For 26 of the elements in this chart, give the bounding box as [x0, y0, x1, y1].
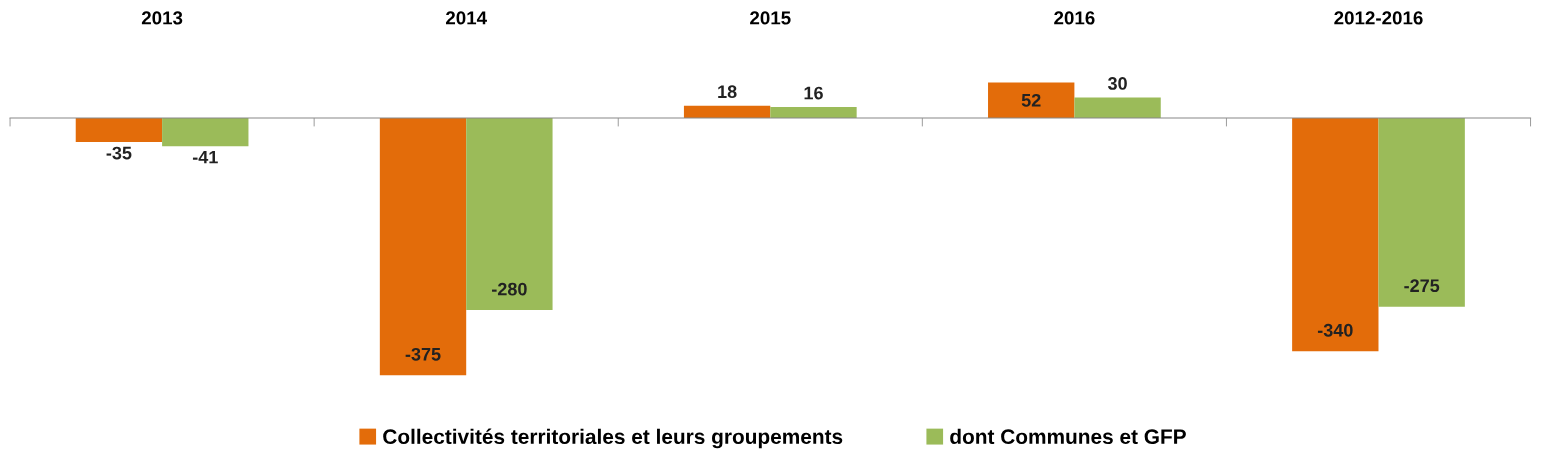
bar	[1074, 97, 1161, 119]
x-tick-label: 2015	[750, 11, 791, 25]
data-label: -340	[1317, 323, 1353, 337]
bar	[75, 118, 163, 143]
data-label: -280	[492, 282, 527, 296]
x-tick-label: 2012-2016	[1334, 11, 1423, 25]
bar	[1292, 118, 1379, 352]
data-label: 30	[1107, 77, 1127, 90]
data-label: 18	[718, 85, 737, 99]
x-tick-label: 2016	[1054, 11, 1095, 25]
legend-label: Collectivités territoriales et leurs groupements	[383, 428, 843, 449]
x-tick-label: 2014	[445, 11, 487, 25]
data-label: 52	[1021, 93, 1041, 107]
data-label: 16	[804, 86, 823, 100]
bar	[162, 118, 249, 147]
data-label: -275	[1404, 279, 1440, 293]
data-label: -375	[405, 347, 441, 361]
x-tick-label: 2013	[141, 11, 183, 25]
bar	[1378, 118, 1465, 307]
data-label: -41	[192, 150, 218, 164]
bar	[988, 82, 1075, 119]
bar	[379, 118, 467, 376]
data-label: -35	[106, 146, 132, 160]
legend-label: dont Communes et GFP	[950, 428, 1186, 445]
bar	[466, 118, 553, 311]
bar	[770, 107, 857, 119]
